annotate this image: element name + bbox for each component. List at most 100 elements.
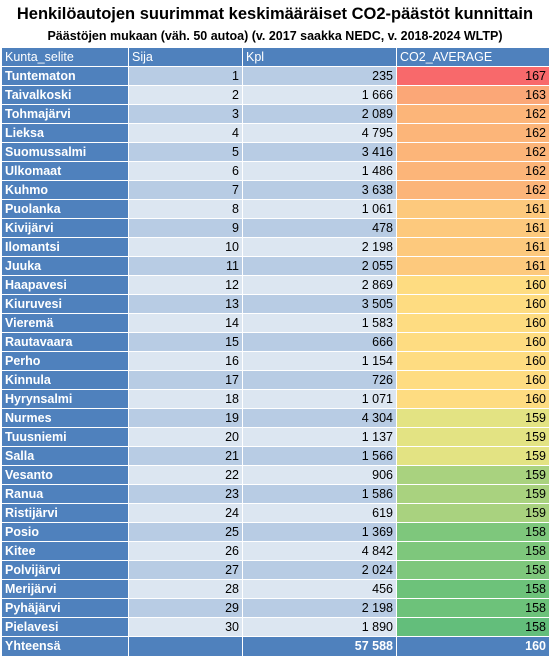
- name-cell: Lieksa: [1, 123, 129, 143]
- rank-cell: 10: [128, 237, 243, 257]
- count-cell: 1 566: [242, 446, 397, 466]
- count-cell: 1 486: [242, 161, 397, 181]
- name-cell: Polvijärvi: [1, 560, 129, 580]
- co2-average-cell: 158: [396, 541, 550, 561]
- table-row: Kuhmo 7 3 638 162: [1, 180, 550, 200]
- table-row: Taivalkoski 2 1 666 163: [1, 85, 550, 105]
- count-cell: 2 089: [242, 104, 397, 124]
- count-cell: 456: [242, 579, 397, 599]
- table-row: Kinnula 17 726 160: [1, 370, 550, 390]
- co2-average-cell: 163: [396, 85, 550, 105]
- name-cell: Juuka: [1, 256, 129, 276]
- name-cell: Ristijärvi: [1, 503, 129, 523]
- count-cell: 2 055: [242, 256, 397, 276]
- co2-average-cell: 158: [396, 579, 550, 599]
- name-cell: Vieremä: [1, 313, 129, 333]
- count-cell: 4 795: [242, 123, 397, 143]
- rank-cell: 3: [128, 104, 243, 124]
- name-cell: Haapavesi: [1, 275, 129, 295]
- total-name-cell: Yhteensä: [1, 636, 129, 657]
- table-row: Hyrynsalmi 18 1 071 160: [1, 389, 550, 409]
- table-row: Tuntematon 1 235 167: [1, 66, 550, 86]
- co2-average-cell: 159: [396, 484, 550, 504]
- rank-cell: 25: [128, 522, 243, 542]
- co2-average-cell: 159: [396, 427, 550, 447]
- table-row: Nurmes 19 4 304 159: [1, 408, 550, 428]
- rank-cell: 29: [128, 598, 243, 618]
- table-row: Vesanto 22 906 159: [1, 465, 550, 485]
- name-cell: Nurmes: [1, 408, 129, 428]
- count-cell: 1 137: [242, 427, 397, 447]
- name-cell: Ulkomaat: [1, 161, 129, 181]
- co2-average-cell: 158: [396, 560, 550, 580]
- co2-table: Kunta_selite Sija Kpl CO2_AVERAGE Tuntem…: [1, 47, 550, 657]
- count-cell: 1 890: [242, 617, 397, 637]
- co2-average-cell: 161: [396, 218, 550, 238]
- co2-average-cell: 161: [396, 256, 550, 276]
- name-cell: Suomussalmi: [1, 142, 129, 162]
- co2-average-cell: 161: [396, 237, 550, 257]
- name-cell: Pyhäjärvi: [1, 598, 129, 618]
- co2-average-cell: 162: [396, 104, 550, 124]
- rank-cell: 15: [128, 332, 243, 352]
- co2-average-cell: 159: [396, 465, 550, 485]
- count-cell: 1 666: [242, 85, 397, 105]
- rank-cell: 28: [128, 579, 243, 599]
- column-header-sija[interactable]: Sija: [128, 47, 243, 67]
- table-row: Rautavaara 15 666 160: [1, 332, 550, 352]
- count-cell: 1 583: [242, 313, 397, 333]
- table-row: Kivijärvi 9 478 161: [1, 218, 550, 238]
- column-header-kpl[interactable]: Kpl: [242, 47, 397, 67]
- name-cell: Hyrynsalmi: [1, 389, 129, 409]
- count-cell: 666: [242, 332, 397, 352]
- count-cell: 3 638: [242, 180, 397, 200]
- rank-cell: 4: [128, 123, 243, 143]
- count-cell: 4 842: [242, 541, 397, 561]
- table-row: Lieksa 4 4 795 162: [1, 123, 550, 143]
- rank-cell: 12: [128, 275, 243, 295]
- rank-cell: 8: [128, 199, 243, 219]
- name-cell: Tuntematon: [1, 66, 129, 86]
- rank-cell: 18: [128, 389, 243, 409]
- table-row: Ranua 23 1 586 159: [1, 484, 550, 504]
- table-row: Puolanka 8 1 061 161: [1, 199, 550, 219]
- count-cell: 478: [242, 218, 397, 238]
- co2-average-cell: 160: [396, 370, 550, 390]
- co2-average-cell: 159: [396, 408, 550, 428]
- rank-cell: 16: [128, 351, 243, 371]
- total-co2-average-cell: 160: [396, 636, 550, 657]
- rank-cell: 5: [128, 142, 243, 162]
- table-row: Tohmajärvi 3 2 089 162: [1, 104, 550, 124]
- table-row: Posio 25 1 369 158: [1, 522, 550, 542]
- count-cell: 726: [242, 370, 397, 390]
- column-header-co2-average[interactable]: CO2_AVERAGE: [396, 47, 550, 67]
- page-subtitle: Päästöjen mukaan (väh. 50 autoa) (v. 201…: [47, 29, 503, 43]
- co2-average-cell: 162: [396, 142, 550, 162]
- rank-cell: 30: [128, 617, 243, 637]
- column-header-kunta[interactable]: Kunta_selite: [1, 47, 129, 67]
- name-cell: Perho: [1, 351, 129, 371]
- name-cell: Kitee: [1, 541, 129, 561]
- rank-cell: 9: [128, 218, 243, 238]
- count-cell: 1 369: [242, 522, 397, 542]
- rank-cell: 6: [128, 161, 243, 181]
- rank-cell: 1: [128, 66, 243, 86]
- name-cell: Kivijärvi: [1, 218, 129, 238]
- table-row: Kiuruvesi 13 3 505 160: [1, 294, 550, 314]
- count-cell: 1 071: [242, 389, 397, 409]
- co2-average-cell: 158: [396, 598, 550, 618]
- co2-average-cell: 158: [396, 617, 550, 637]
- name-cell: Ranua: [1, 484, 129, 504]
- table-row: Ulkomaat 6 1 486 162: [1, 161, 550, 181]
- name-cell: Tohmajärvi: [1, 104, 129, 124]
- name-cell: Vesanto: [1, 465, 129, 485]
- co2-average-cell: 159: [396, 503, 550, 523]
- count-cell: 1 586: [242, 484, 397, 504]
- name-cell: Ilomantsi: [1, 237, 129, 257]
- co2-average-cell: 162: [396, 180, 550, 200]
- co2-average-cell: 160: [396, 389, 550, 409]
- total-row: Yhteensä 57 588 160: [1, 636, 550, 657]
- rank-cell: 23: [128, 484, 243, 504]
- count-cell: 4 304: [242, 408, 397, 428]
- name-cell: Puolanka: [1, 199, 129, 219]
